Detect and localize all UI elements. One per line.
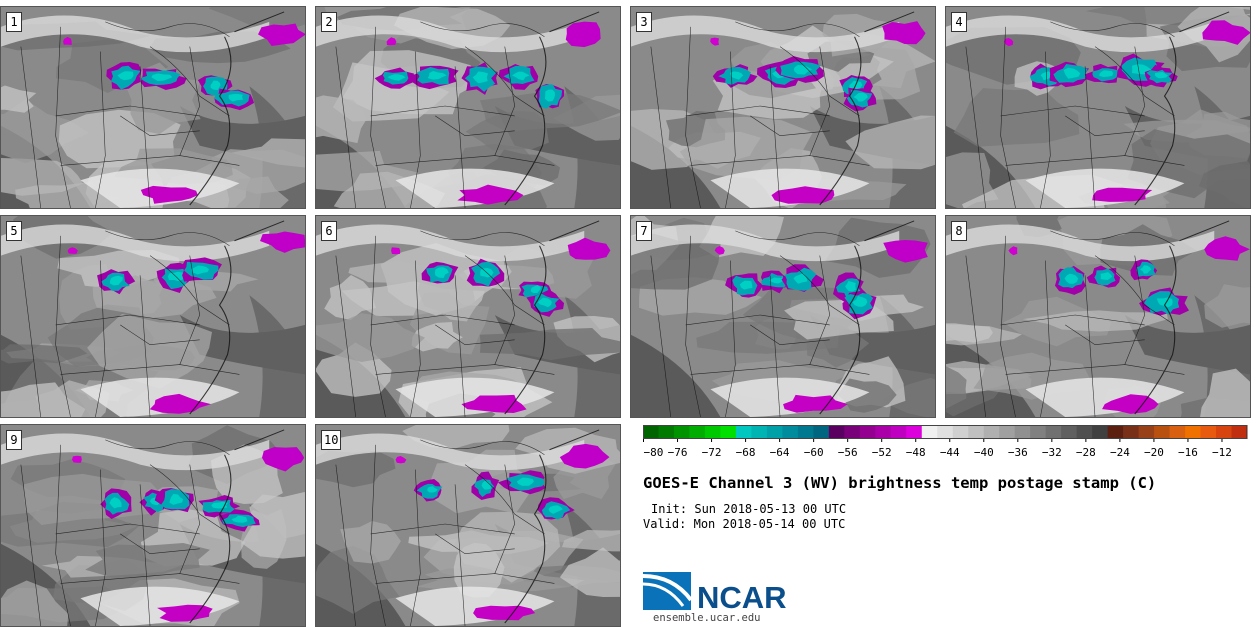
member-panel-9: 9 bbox=[0, 424, 306, 627]
colorbar-tick-label: −56 bbox=[838, 446, 858, 459]
colorbar-swatch bbox=[735, 425, 753, 439]
member-panel-4: 4 bbox=[945, 6, 1251, 209]
colorbar-swatch bbox=[1123, 425, 1140, 439]
colorbar-tick-label: −52 bbox=[872, 446, 892, 459]
colorbar-tick-label: −44 bbox=[940, 446, 960, 459]
member-panel-6: 6 bbox=[315, 215, 621, 418]
colorbar-swatch bbox=[999, 425, 1016, 439]
colorbar-tick-label: −24 bbox=[1110, 446, 1130, 459]
colorbar-tick-label: −20 bbox=[1144, 446, 1164, 459]
colorbar-swatch bbox=[782, 425, 799, 439]
colorbar-tick-label: −12 bbox=[1212, 446, 1232, 459]
colorbar-swatch bbox=[890, 425, 907, 439]
logo-url: ensemble.ucar.edu bbox=[653, 612, 761, 624]
colorbar-tick-label: −80 bbox=[644, 446, 664, 459]
brightness-temp-map bbox=[946, 216, 1250, 417]
colorbar-swatch bbox=[1061, 425, 1078, 439]
colorbar-swatch bbox=[983, 425, 1000, 439]
colorbar-tick-label: −72 bbox=[702, 446, 722, 459]
colorbar-swatch bbox=[968, 425, 985, 439]
init-value: Sun 2018-05-13 00 UTC bbox=[694, 502, 847, 516]
colorbar-swatch bbox=[906, 425, 923, 439]
member-number: 3 bbox=[636, 12, 652, 32]
brightness-temp-map bbox=[316, 7, 620, 208]
colorbar-swatch bbox=[720, 425, 737, 439]
colorbar-swatch bbox=[1014, 425, 1031, 439]
colorbar-tick-label: −76 bbox=[668, 446, 688, 459]
product-title: GOES-E Channel 3 (WV) brightness temp po… bbox=[643, 474, 1157, 492]
colorbar: −80 −76 −72 −68 −64 −60 −56 −52 −48 −44 −40 −36 −32 −… bbox=[643, 425, 1248, 459]
colorbar-tick-label: −28 bbox=[1076, 446, 1096, 459]
colorbar-swatch bbox=[844, 425, 861, 439]
brightness-temp-map bbox=[631, 7, 935, 208]
colorbar-swatch bbox=[704, 425, 722, 439]
ncar-logo: NCAR bbox=[643, 572, 787, 612]
member-number: 1 bbox=[6, 12, 22, 32]
colorbar-tick-label: −48 bbox=[906, 446, 926, 459]
valid-value: Mon 2018-05-14 00 UTC bbox=[693, 517, 846, 531]
brightness-temp-map bbox=[1, 7, 305, 208]
member-panel-5: 5 bbox=[0, 215, 306, 418]
valid-label: Valid: bbox=[643, 517, 687, 531]
brightness-temp-map bbox=[631, 216, 935, 417]
colorbar-tick-label: −40 bbox=[974, 446, 994, 459]
colorbar-tick-label: −32 bbox=[1042, 446, 1062, 459]
member-panel-1: 1 bbox=[0, 6, 306, 209]
colorbar-tick-label: −68 bbox=[736, 446, 756, 459]
colorbar-tick-label: −60 bbox=[804, 446, 824, 459]
colorbar-swatch bbox=[813, 425, 830, 439]
colorbar-tick-label: −64 bbox=[770, 446, 790, 459]
logo-wordmark: NCAR bbox=[697, 580, 787, 612]
member-number: 6 bbox=[321, 221, 337, 241]
brightness-temp-map bbox=[316, 425, 620, 626]
member-number: 5 bbox=[6, 221, 22, 241]
member-panel-3: 3 bbox=[630, 6, 936, 209]
colorbar-swatch bbox=[751, 425, 768, 439]
colorbar-swatch bbox=[1185, 425, 1202, 439]
brightness-temp-map bbox=[946, 7, 1250, 208]
colorbar-swatch bbox=[1107, 425, 1124, 439]
member-number: 2 bbox=[321, 12, 337, 32]
colorbar-swatch bbox=[937, 425, 954, 439]
colorbar-swatch bbox=[875, 425, 892, 439]
member-panel-7: 7 bbox=[630, 215, 936, 418]
init-label: Init: bbox=[651, 502, 688, 516]
init-time: Init: Sun 2018-05-13 00 UTC bbox=[651, 502, 846, 516]
colorbar-swatch bbox=[1092, 425, 1109, 439]
colorbar-swatch bbox=[859, 425, 876, 439]
colorbar-swatch bbox=[1138, 425, 1155, 439]
colorbar-swatch bbox=[1169, 425, 1186, 439]
brightness-temp-map bbox=[1, 425, 305, 626]
colorbar-swatch bbox=[766, 425, 783, 439]
member-number: 8 bbox=[951, 221, 967, 241]
colorbar-tick-label: −36 bbox=[1008, 446, 1028, 459]
colorbar-swatch bbox=[797, 425, 814, 439]
member-number: 10 bbox=[321, 430, 342, 450]
colorbar-swatch bbox=[689, 425, 706, 439]
colorbar-swatch bbox=[658, 425, 675, 439]
colorbar-swatch bbox=[1154, 425, 1171, 439]
colorbar-tick-label: −16 bbox=[1178, 446, 1198, 459]
member-panel-2: 2 bbox=[315, 6, 621, 209]
colorbar-swatch bbox=[952, 425, 969, 439]
brightness-temp-map bbox=[316, 216, 620, 417]
brightness-temp-map bbox=[1, 216, 305, 417]
colorbar-swatch bbox=[828, 425, 845, 439]
colorbar-swatch bbox=[673, 425, 691, 439]
colorbar-swatch bbox=[1231, 425, 1248, 439]
member-panel-8: 8 bbox=[945, 215, 1251, 418]
member-number: 9 bbox=[6, 430, 22, 450]
colorbar-swatch bbox=[643, 425, 660, 439]
valid-time: Valid: Mon 2018-05-14 00 UTC bbox=[643, 517, 845, 531]
member-number: 4 bbox=[951, 12, 967, 32]
colorbar-swatch bbox=[1076, 425, 1093, 439]
colorbar-swatch bbox=[1045, 425, 1062, 439]
colorbar-swatch bbox=[921, 425, 938, 439]
member-number: 7 bbox=[636, 221, 652, 241]
member-panel-10: 10 bbox=[315, 424, 621, 627]
colorbar-swatch bbox=[1030, 425, 1047, 439]
colorbar-swatch bbox=[1200, 425, 1217, 439]
colorbar-swatch bbox=[1216, 425, 1233, 439]
